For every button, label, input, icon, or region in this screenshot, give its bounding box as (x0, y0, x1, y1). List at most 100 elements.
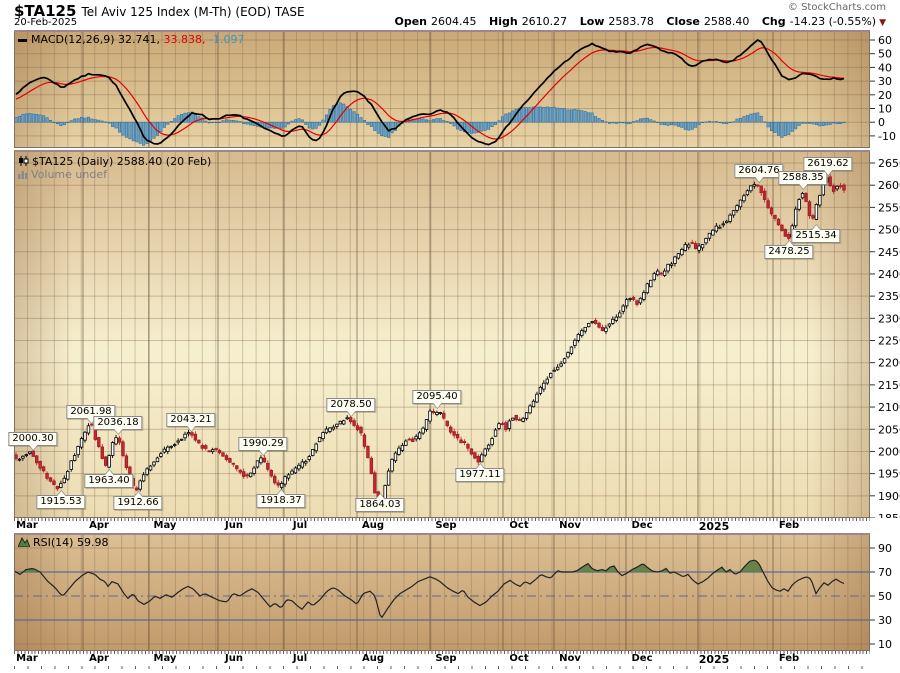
rsi-overbought-fill (14, 560, 845, 572)
price-callout: 1963.40 (84, 468, 134, 488)
volume-legend: Volume undef (18, 168, 107, 181)
price-callout: 2515.34 (791, 223, 841, 243)
histogram-value: -1.097 (209, 33, 245, 46)
svg-text:20: 20 (878, 89, 892, 102)
price-callout: 2619.62 (803, 157, 853, 177)
month-label: Mar (16, 653, 38, 664)
signal-value: 33.838, (163, 33, 206, 46)
high-label: High (489, 15, 518, 28)
svg-text:2650: 2650 (878, 157, 900, 170)
x-axis-months-middle: Mar Apr May Jun Jul Aug Sep Oct Nov Dec 2025 Feb (14, 518, 870, 533)
month-label: May (153, 520, 177, 531)
month-label: Nov (559, 520, 581, 531)
line-swatch-icon (18, 38, 27, 42)
svg-text:10: 10 (878, 638, 892, 651)
macd-value: 32.741, (118, 33, 161, 46)
svg-text:2500: 2500 (878, 224, 900, 237)
svg-text:10: 10 (878, 103, 892, 116)
svg-text:1950: 1950 (878, 468, 900, 481)
price-callout: 1977.11 (455, 462, 505, 482)
svg-text:2550: 2550 (878, 201, 900, 214)
month-label: Feb (778, 653, 800, 664)
price-callout: 2588.35 (778, 171, 828, 191)
price-callout: 1918.37 (256, 488, 306, 508)
svg-text:1850: 1850 (878, 512, 900, 518)
down-triangle-icon: ▼ (879, 18, 886, 28)
price-callout: 2061.98 (66, 404, 116, 424)
chg-value: -14.23 (-0.55%) (789, 15, 877, 28)
month-label: Dec (631, 653, 653, 664)
price-label: $TA125 (Daily) 2588.40 (20 Feb) (32, 155, 212, 168)
svg-text:1900: 1900 (878, 490, 900, 503)
copyright-link[interactable]: © StockCharts.com (787, 2, 886, 13)
month-label: Jul (292, 653, 308, 664)
x-axis-months-bottom: Mar Apr May Jun Jul Aug Sep Oct Nov Dec 2025 Feb (14, 651, 870, 669)
month-label: Aug (361, 520, 385, 531)
price-callout: 1912.66 (113, 491, 163, 511)
month-label: Jul (292, 520, 308, 531)
close-value: 2588.40 (703, 15, 750, 28)
chart-date: 20-Feb-2025 (14, 17, 78, 28)
open-value: 2604.45 (431, 15, 477, 28)
svg-text:2300: 2300 (878, 312, 900, 325)
ticker-symbol: $TA125 Tel Aviv 125 Index (M-Th) (EOD) TA… (14, 2, 305, 20)
open-label: Open (394, 15, 427, 28)
month-label: Apr (89, 520, 109, 531)
price-callout: 2000.30 (8, 432, 58, 452)
price-chart: 2650 2600 2550 2500 2450 2400 2350 2300 2250 2200… (14, 150, 900, 518)
high-value: 2610.27 (521, 15, 568, 28)
macd-name: MACD(12,26,9) (31, 33, 115, 46)
svg-text:-10: -10 (878, 130, 896, 143)
month-label: Apr (89, 653, 109, 664)
svg-text:2600: 2600 (878, 179, 900, 192)
svg-text:2000: 2000 (878, 445, 900, 458)
volume-label: Volume undef (31, 168, 107, 181)
price-callout: 2036.18 (93, 416, 143, 436)
price-callout: 1915.53 (36, 489, 86, 509)
rsi-chart: 90 70 50 30 10 (14, 533, 892, 651)
macd-line (15, 38, 845, 146)
svg-text:2250: 2250 (878, 335, 900, 348)
svg-text:50: 50 (878, 590, 892, 603)
price-callout: 1990.29 (238, 436, 288, 456)
price-callout: 2095.40 (412, 390, 462, 410)
price-callout: 2043.21 (166, 413, 216, 433)
svg-text:90: 90 (878, 542, 892, 555)
month-label: Sep (435, 520, 457, 531)
svg-text:30: 30 (878, 614, 892, 627)
bar-chart-icon (18, 171, 28, 179)
quote-summary: Open 2604.45 High 2610.27 Low 2583.78 Close… (394, 15, 886, 28)
month-label: 2025 (698, 653, 730, 666)
rsi-legend: RSI(14) 59.98 (17, 536, 108, 549)
chart-title: Tel Aviv 125 Index (M-Th) (EOD) TASE (81, 5, 305, 19)
month-label: May (153, 653, 177, 664)
price-callout: 2478.25 (764, 240, 814, 260)
month-label: Oct (509, 653, 529, 664)
svg-text:2150: 2150 (878, 379, 900, 392)
svg-text:0: 0 (878, 116, 885, 129)
chg-label: Chg (761, 15, 786, 28)
rsi-line (14, 559, 845, 619)
month-label: 2025 (698, 520, 730, 533)
month-label: Mar (16, 520, 38, 531)
month-label: Feb (778, 520, 800, 531)
month-label: Sep (435, 653, 457, 664)
svg-text:2350: 2350 (878, 290, 900, 303)
low-label: Low (579, 15, 605, 28)
candlestick-icon (19, 156, 29, 166)
month-label: Jun (225, 520, 243, 531)
month-label: Jun (225, 653, 243, 664)
low-value: 2583.78 (608, 15, 654, 28)
svg-text:50: 50 (878, 48, 892, 61)
price-callout: 2604.76 (734, 164, 784, 184)
svg-text:2050: 2050 (878, 423, 900, 436)
svg-text:2100: 2100 (878, 401, 900, 414)
svg-text:2450: 2450 (878, 246, 900, 259)
svg-text:30: 30 (878, 75, 892, 88)
mountain-icon (17, 536, 31, 548)
price-callout: 2078.50 (326, 397, 376, 417)
svg-text:2200: 2200 (878, 357, 900, 370)
svg-text:60: 60 (878, 34, 892, 47)
